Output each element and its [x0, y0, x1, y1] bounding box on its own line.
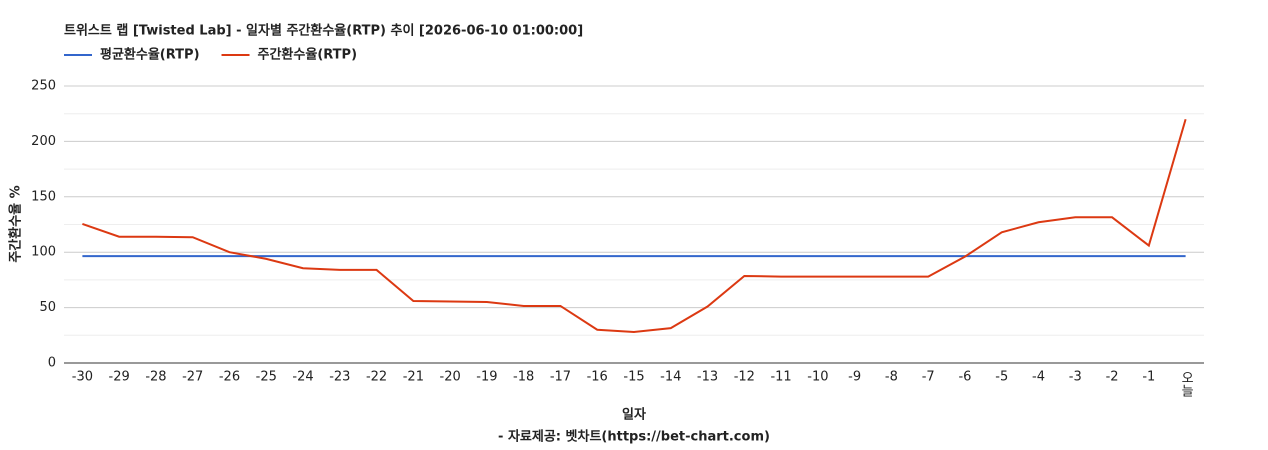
x-tick-label: -4 [1032, 370, 1045, 385]
x-tick-label: -17 [550, 370, 571, 385]
x-tick-label: -29 [109, 370, 130, 385]
x-tick-label: -15 [623, 370, 644, 385]
x-tick-label: -30 [72, 370, 93, 385]
x-tick-label: -16 [587, 370, 608, 385]
x-tick-label: -5 [995, 370, 1008, 385]
x-tick-label: -24 [292, 370, 313, 385]
x-tick-label: -27 [182, 370, 203, 385]
x-tick-label: 오늘 [1178, 371, 1193, 397]
x-tick-label: -6 [958, 370, 971, 385]
x-tick-label: -3 [1069, 370, 1082, 385]
x-tick-label: -12 [734, 370, 755, 385]
x-tick-label: -9 [848, 370, 861, 385]
legend-label: 주간환수율(RTP) [258, 47, 358, 63]
x-tick-label: -22 [366, 370, 387, 385]
x-tick-label: -23 [329, 370, 350, 385]
x-tick-label: -8 [885, 370, 898, 385]
y-tick-label: 150 [31, 189, 56, 204]
x-tick-label: -25 [256, 370, 277, 385]
x-tick-label: -1 [1142, 370, 1155, 385]
source: - 자료제공: 벳차트(https://bet-chart.com) [498, 429, 770, 445]
x-tick-label: -19 [476, 370, 497, 385]
y-tick-label: 200 [31, 134, 56, 149]
x-tick-label: -26 [219, 370, 240, 385]
x-tick-label: -11 [770, 370, 791, 385]
legend-label: 평균환수율(RTP) [100, 47, 200, 63]
x-tick-label: -21 [403, 370, 424, 385]
chart-title: 트위스트 랩 [Twisted Lab] - 일자별 주간환수율(RTP) 추이… [64, 23, 583, 39]
x-tick-label: -2 [1106, 370, 1119, 385]
x-tick-label: -28 [145, 370, 166, 385]
x-tick-label: -13 [697, 370, 718, 385]
x-tick-label: -10 [807, 370, 828, 385]
x-tick-label: -20 [440, 370, 461, 385]
x-tick-label: -7 [922, 370, 935, 385]
x-axis-label: 일자 [622, 408, 646, 423]
y-tick-label: 50 [39, 300, 56, 315]
y-tick-label: 250 [31, 79, 56, 94]
y-axis-label: 주간환수율 % [8, 185, 24, 262]
x-tick-label: -14 [660, 370, 681, 385]
line-series [82, 118, 1187, 333]
y-tick-label: 0 [48, 356, 56, 371]
y-tick-label: 100 [31, 245, 56, 260]
x-tick-label: -18 [513, 370, 534, 385]
